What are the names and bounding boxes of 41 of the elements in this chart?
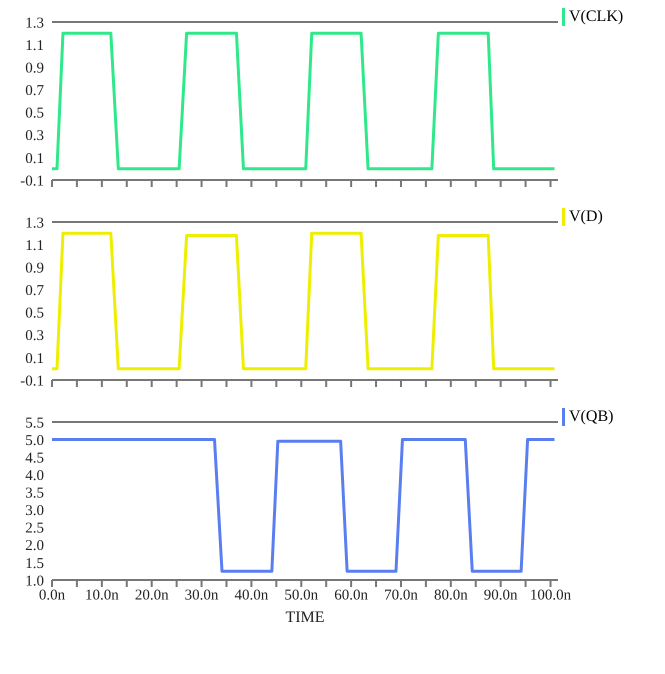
y-tick-label: 0.9 — [25, 260, 44, 276]
y-tick-label: 0.5 — [25, 306, 44, 322]
x-tick-label: 10.0n — [84, 588, 120, 604]
x-tick-label: 40.0n — [234, 588, 269, 604]
y-tick-label: 0.9 — [25, 60, 44, 76]
y-tick-label: 1.5 — [25, 556, 44, 572]
y-tick-label: -0.1 — [20, 373, 44, 390]
y-tick-label: 0.5 — [25, 106, 44, 122]
y-tick-label: 1.3 — [25, 215, 44, 232]
legend-label: V(QB) — [569, 408, 614, 426]
x-tick-label: 100.0n — [530, 588, 572, 604]
y-tick-label: 0.7 — [25, 83, 44, 100]
y-tick-label: 1.1 — [25, 38, 44, 54]
legend-label: V(CLK) — [569, 8, 624, 26]
y-tick-label: 0.7 — [25, 283, 44, 300]
y-tick-label: 0.3 — [25, 328, 44, 344]
y-tick-label: 2.5 — [25, 520, 44, 537]
x-tick-label: 30.0n — [184, 588, 219, 604]
x-tick-label: 50.0n — [284, 588, 319, 604]
x-axis-title: TIME — [285, 609, 325, 626]
y-tick-label: 4.5 — [25, 450, 44, 466]
y-tick-label: 4.0 — [25, 468, 44, 484]
y-tick-label: 3.5 — [25, 486, 44, 502]
y-tick-label: 2.0 — [25, 538, 44, 554]
y-tick-label: 1.3 — [25, 15, 44, 32]
y-tick-label: 1.0 — [25, 573, 44, 590]
y-tick-label: 0.1 — [25, 350, 44, 367]
x-tick-label: 80.0n — [434, 588, 468, 604]
x-tick-label: 60.0n — [334, 588, 368, 604]
y-tick-label: 0.3 — [25, 128, 44, 144]
y-tick-label: -0.1 — [20, 173, 44, 190]
y-tick-label: 3.0 — [25, 503, 44, 520]
x-tick-label: 90.0n — [484, 588, 518, 604]
y-tick-label: 5.0 — [25, 432, 44, 449]
x-tick-label: 70.0n — [384, 588, 418, 604]
legend-label: V(D) — [569, 208, 603, 226]
y-tick-label: 1.1 — [25, 238, 44, 254]
y-tick-label: 5.5 — [25, 415, 44, 432]
y-tick-label: 0.1 — [25, 150, 44, 167]
x-tick-label: 20.0n — [134, 588, 170, 604]
x-tick-label: 0.0n — [38, 588, 66, 604]
